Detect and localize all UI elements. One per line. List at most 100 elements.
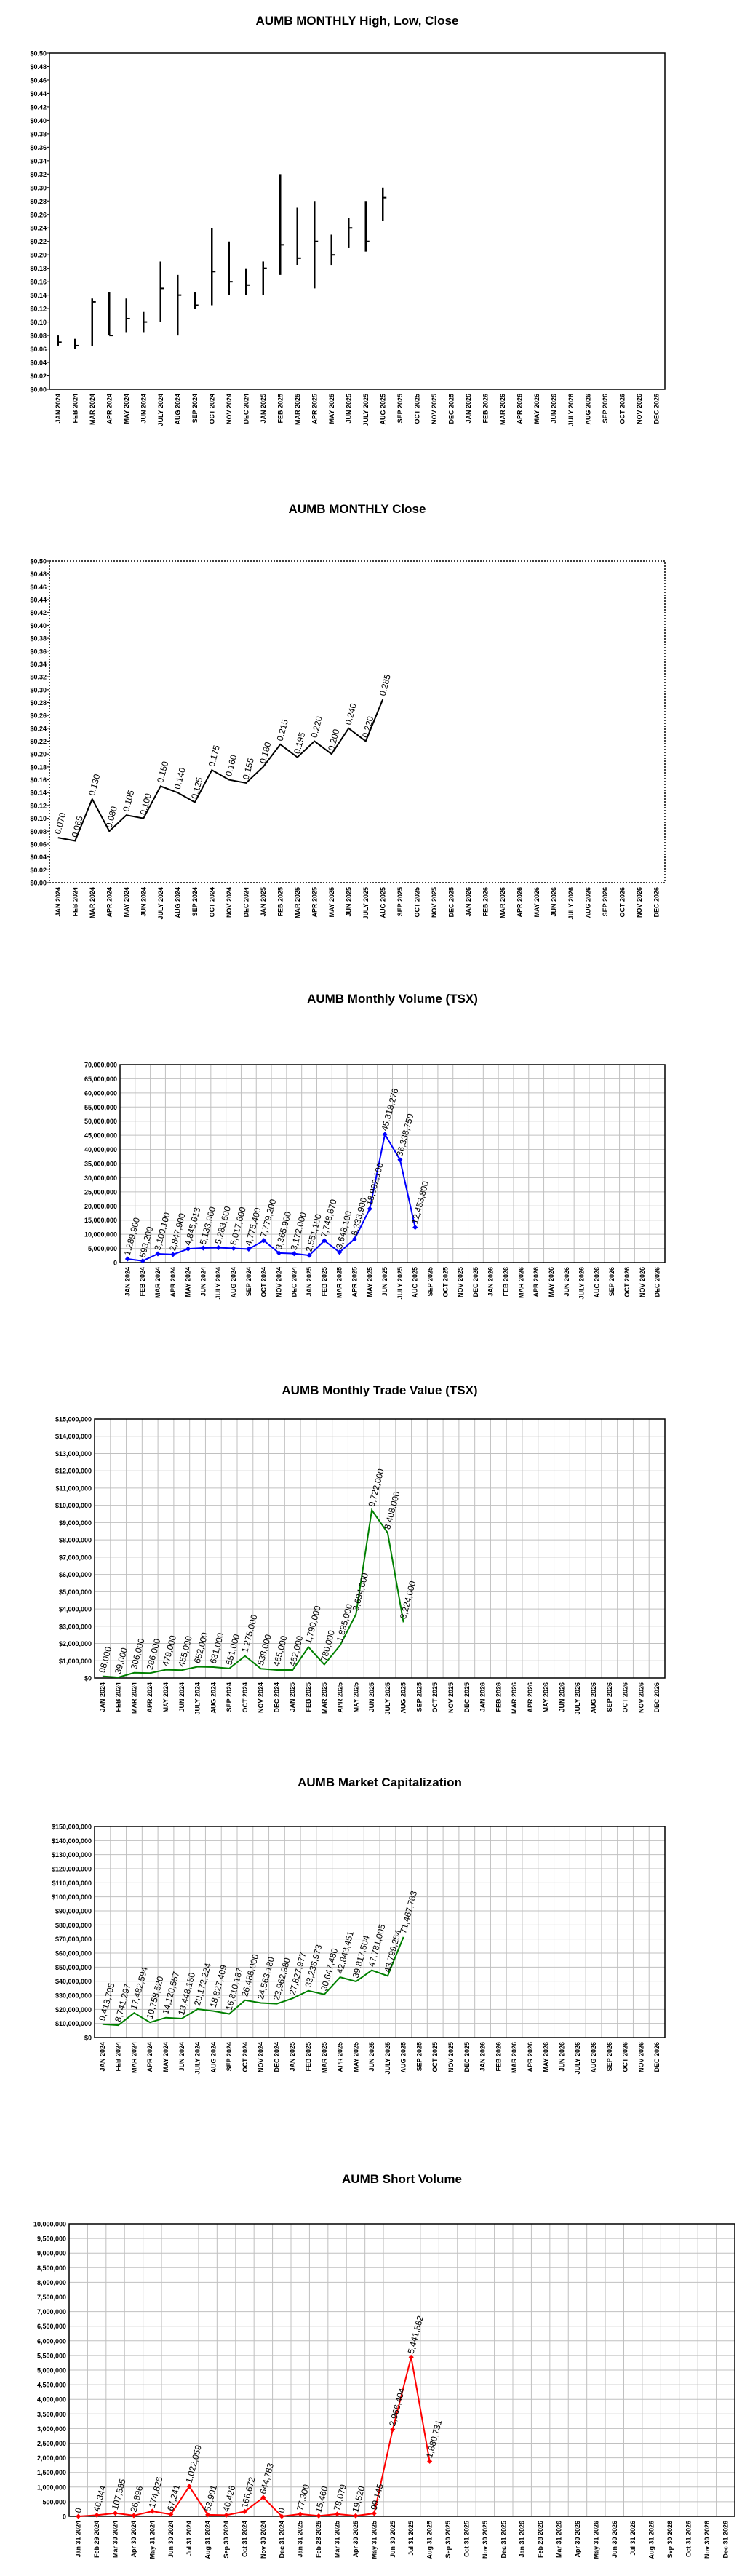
x-tick-label: DEC 2026 <box>653 887 660 918</box>
y-tick-label: $110,000,000 <box>52 1880 92 1887</box>
y-tick-label: $0.38 <box>30 130 47 138</box>
x-tick-label: FEB 2024 <box>115 1682 122 1712</box>
y-tick-label: $1,000,000 <box>59 1658 92 1665</box>
y-tick-label: $0.34 <box>30 661 47 668</box>
x-tick-label: SEP 2026 <box>606 2042 613 2071</box>
y-tick-label: $80,000,000 <box>55 1922 92 1929</box>
x-tick-label: SEP 2024 <box>191 887 199 916</box>
plot-border <box>94 1826 666 2038</box>
y-tick-label: 60,000,000 <box>84 1089 117 1097</box>
x-tick-label: JULY 2024 <box>215 1267 222 1300</box>
series-line <box>102 1936 404 2027</box>
x-tick-label: APR 2024 <box>169 1267 177 1297</box>
x-tick-label: FEB 2026 <box>503 1267 510 1297</box>
x-tick-label: DEC 2024 <box>242 394 250 424</box>
x-tick-label: AUG 2026 <box>584 394 591 425</box>
y-tick-label: $0.10 <box>30 319 47 326</box>
y-tick-label: $20,000,000 <box>55 2006 92 2014</box>
x-tick-label: FEB 2024 <box>139 1267 146 1297</box>
x-tick-label: DEC 2025 <box>447 887 455 918</box>
y-tick-label: $0.14 <box>30 292 47 299</box>
x-tick-label: JULY 2026 <box>567 887 575 920</box>
series-line <box>102 1508 404 1679</box>
x-tick-label: APR 2025 <box>337 2042 344 2072</box>
y-tick-label: $0.32 <box>30 171 47 178</box>
y-tick-label: $0.46 <box>30 76 47 84</box>
x-tick-label: FEB 2026 <box>495 2042 502 2072</box>
x-tick-label: APR 2025 <box>311 394 318 424</box>
x-tick-label: Feb 28 2026 <box>537 2521 544 2558</box>
plot-area <box>49 561 665 883</box>
x-tick-label: Sep 30 2026 <box>666 2521 674 2559</box>
x-tick-label: JAN 2026 <box>479 2042 487 2072</box>
x-tick-label: JULY 2024 <box>194 2042 202 2075</box>
plot-border <box>68 2223 735 2517</box>
x-tick-label: JUN 2026 <box>558 1682 565 1712</box>
series-line <box>78 2357 431 2518</box>
x-tick-label: AUG 2026 <box>590 2042 597 2073</box>
y-tick-label: 3,500,000 <box>37 2411 66 2418</box>
x-tick-label: APR 2024 <box>105 887 113 918</box>
y-tick-label: $0.22 <box>30 238 47 245</box>
y-tick-label: $0.24 <box>30 225 47 232</box>
x-tick-label: MAY 2024 <box>123 394 130 424</box>
x-tick-label: DEC 2024 <box>242 887 250 918</box>
x-tick-label: Aug 31 2026 <box>648 2521 655 2559</box>
x-tick-label: Dec 31 2026 <box>722 2521 729 2559</box>
x-tick-label: JULY 2026 <box>578 1267 586 1300</box>
y-tick-label: $0.40 <box>30 117 47 124</box>
chart-title: AUMB Short Volume <box>342 2172 462 2186</box>
x-tick-label: May 31 2024 <box>148 2521 156 2559</box>
y-tick-label: $7,000,000 <box>59 1554 92 1561</box>
y-tick-label: $0.50 <box>30 50 47 57</box>
y-tick-label: $0.44 <box>30 90 47 98</box>
x-tick-label: JUN 2025 <box>345 887 352 917</box>
x-tick-label: SEP 2025 <box>396 887 404 916</box>
x-tick-label: OCT 2025 <box>413 394 420 424</box>
x-tick-label: NOV 2024 <box>258 1682 265 1713</box>
y-tick-label: $0.18 <box>30 265 47 272</box>
chart-title: AUMB MONTHLY High, Low, Close <box>256 14 459 28</box>
x-tick-label: Jun 30 2026 <box>611 2521 618 2558</box>
x-tick-label: Sep 30 2025 <box>444 2521 452 2559</box>
plot-border <box>119 1064 666 1263</box>
x-tick-label: NOV 2025 <box>431 887 438 918</box>
y-tick-label: 5,000,000 <box>88 1245 117 1252</box>
y-tick-label: $0.08 <box>30 828 47 835</box>
y-tick-label: 6,000,000 <box>37 2337 66 2345</box>
x-tick-label: FEB 2024 <box>71 887 79 917</box>
x-tick-label: APR 2026 <box>527 2042 534 2072</box>
y-tick-label: 25,000,000 <box>84 1188 117 1196</box>
chart-title: AUMB Monthly Volume (TSX) <box>307 992 478 1006</box>
x-tick-label: OCT 2025 <box>442 1267 449 1297</box>
y-tick-label: $60,000,000 <box>55 1950 92 1957</box>
y-tick-label: 45,000,000 <box>84 1132 117 1140</box>
x-tick-label: NOV 2026 <box>636 394 643 424</box>
y-tick-label: $0.10 <box>30 815 47 822</box>
x-tick-label: MAR 2024 <box>89 887 96 918</box>
y-tick-label: $0.30 <box>30 184 47 191</box>
x-tick-label: MAY 2024 <box>162 1682 169 1713</box>
x-tick-label: JULY 2024 <box>157 394 164 426</box>
x-tick-label: AUG 2026 <box>593 1267 600 1298</box>
x-tick-label: NOV 2026 <box>637 1682 645 1713</box>
y-tick-label: $10,000,000 <box>55 1502 92 1509</box>
x-tick-label: OCT 2026 <box>618 394 626 424</box>
x-tick-label: AUG 2024 <box>230 1267 237 1298</box>
y-tick-label: $2,000,000 <box>59 1640 92 1647</box>
x-tick-label: DEC 2025 <box>463 2042 471 2072</box>
y-tick-label: $0.22 <box>30 738 47 745</box>
x-tick-label: Nov 30 2026 <box>703 2521 711 2559</box>
y-tick-label: $0.18 <box>30 763 47 771</box>
y-tick-label: $10,000,000 <box>55 2020 92 2027</box>
x-tick-label: JAN 2026 <box>465 887 472 917</box>
x-tick-label: Mar 31 2026 <box>556 2521 563 2558</box>
x-tick-label: APR 2026 <box>527 1682 534 1713</box>
y-tick-label: $0.42 <box>30 103 47 111</box>
x-tick-label: OCT 2025 <box>413 887 420 918</box>
y-tick-label: 55,000,000 <box>84 1104 117 1111</box>
x-tick-label: AUG 2025 <box>379 887 386 918</box>
x-tick-label: NOV 2026 <box>639 1267 646 1297</box>
x-tick-label: FEB 2026 <box>495 1682 502 1712</box>
